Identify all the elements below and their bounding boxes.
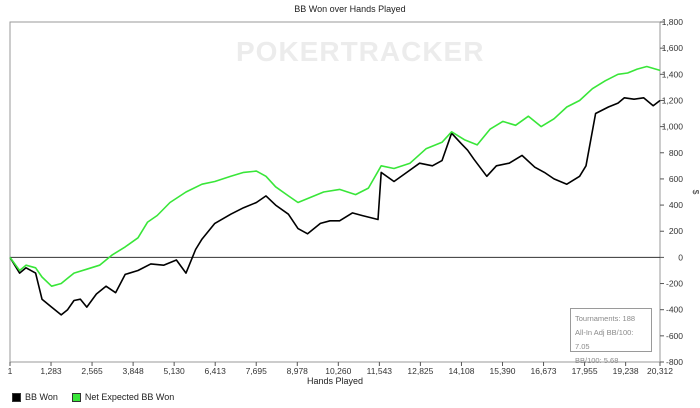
legend-swatch-icon <box>71 392 81 402</box>
legend-item-bb-won[interactable]: BB Won <box>12 392 58 402</box>
x-tick-label: 6,413 <box>205 366 227 376</box>
stats-box: Tournaments: 188 All-In Adj BB/100: 7.05… <box>570 308 652 365</box>
y-tick-label: -800 <box>666 357 683 367</box>
y-tick-label: 1,200 <box>662 95 684 105</box>
legend-label: BB Won <box>25 392 58 402</box>
y-tick-label: 1,000 <box>662 122 684 132</box>
stats-bb100: BB/100: 5.68 <box>575 356 619 365</box>
legend-item-net-expected[interactable]: Net Expected BB Won <box>71 392 175 402</box>
y-tick-label: 200 <box>669 226 683 236</box>
x-tick-label: 2,565 <box>81 366 103 376</box>
stats-allin-adj: All-In Adj BB/100: 7.05 <box>575 328 634 351</box>
x-tick-label: 3,848 <box>122 366 144 376</box>
x-tick-label: 8,978 <box>287 366 309 376</box>
x-tick-label: 5,130 <box>163 366 185 376</box>
x-axis-title: Hands Played <box>307 376 363 386</box>
x-tick-label: 14,108 <box>448 366 474 376</box>
x-tick-label: 1 <box>8 366 13 376</box>
legend: BB Won Net Expected BB Won <box>12 392 174 402</box>
series-line-net-expected <box>9 65 661 288</box>
x-tick-label: 11,543 <box>367 366 393 376</box>
y-tick-label: -400 <box>666 305 683 315</box>
x-tick-label: 16,673 <box>531 366 557 376</box>
x-tick-label: 15,390 <box>489 366 515 376</box>
x-axis: 1 1,283 2,565 3,848 5,130 6,413 7,695 8,978 10,2… <box>8 362 673 376</box>
y-tick-label: 1,800 <box>662 17 684 27</box>
y-tick-label: 400 <box>669 200 683 210</box>
series-line-bb-won <box>9 97 661 316</box>
watermark-logo: POKERTRACKER <box>236 36 485 67</box>
y-tick-label: -200 <box>666 279 683 289</box>
y-tick-label: 0 <box>678 252 683 262</box>
x-tick-label: 19,238 <box>613 366 639 376</box>
y-tick-label: 1,400 <box>662 69 684 79</box>
y-axis: -800 -600 -400 -200 0 200 400 600 800 1,000 1,200 1… <box>660 17 683 367</box>
x-tick-label: 12,825 <box>407 366 433 376</box>
y-tick-label: -600 <box>666 331 683 341</box>
x-tick-label: 20,312 <box>647 366 673 376</box>
legend-label: Net Expected BB Won <box>84 392 175 402</box>
x-tick-label: 17,955 <box>572 366 598 376</box>
chart-title: BB Won over Hands Played <box>294 4 405 14</box>
stats-tournaments: Tournaments: 188 <box>575 314 636 323</box>
legend-swatch-icon <box>12 392 21 402</box>
x-tick-label: 7,695 <box>246 366 268 376</box>
y-unit-label: $ <box>691 190 700 195</box>
plot-frame <box>9 21 661 363</box>
y-tick-label: 1,600 <box>662 43 684 53</box>
x-tick-label: 1,283 <box>40 366 62 376</box>
y-tick-label: 600 <box>669 174 683 184</box>
y-tick-label: 800 <box>669 148 683 158</box>
series-group <box>9 65 661 316</box>
x-tick-label: 10,260 <box>325 366 351 376</box>
